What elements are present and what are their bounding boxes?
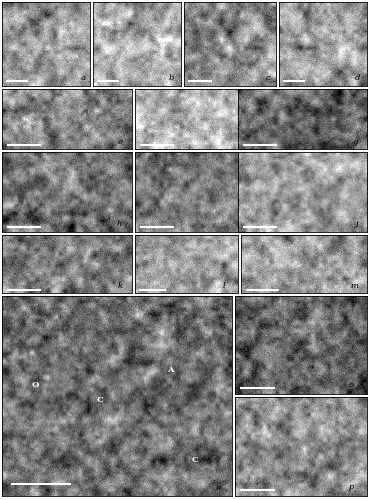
Text: c: c: [266, 74, 270, 82]
Text: f: f: [253, 138, 256, 146]
Text: e: e: [118, 138, 123, 146]
Text: l: l: [223, 282, 225, 290]
Text: C: C: [97, 396, 103, 404]
Text: C: C: [192, 456, 199, 464]
Text: j: j: [355, 220, 358, 228]
Text: a: a: [80, 74, 86, 82]
Text: i: i: [253, 220, 256, 228]
Text: O: O: [31, 381, 39, 389]
Text: g: g: [353, 138, 358, 146]
Text: p: p: [348, 483, 354, 491]
Text: d: d: [355, 74, 360, 82]
Text: o: o: [349, 381, 354, 389]
Text: h: h: [116, 220, 122, 228]
Text: A: A: [167, 366, 173, 374]
Text: n: n: [215, 484, 221, 492]
Text: m: m: [350, 282, 358, 290]
Text: k: k: [118, 282, 123, 290]
Text: b: b: [169, 74, 174, 82]
